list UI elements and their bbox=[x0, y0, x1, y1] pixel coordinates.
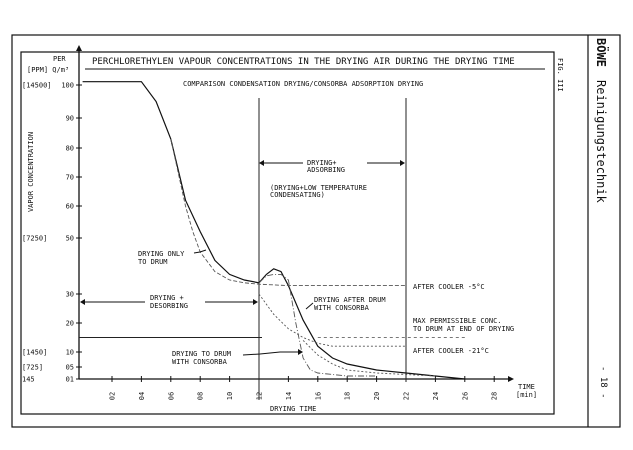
x-tick-label: 26 bbox=[461, 392, 469, 400]
annotation-drying-adsorbing-2: ADSORBING bbox=[307, 166, 345, 174]
y-tick-label: 05 bbox=[66, 364, 74, 372]
series-line-dashed bbox=[170, 138, 406, 287]
annotation-cooler-5: AFTER COOLER -5°C bbox=[413, 283, 485, 291]
x-axis-label: DRYING TIME bbox=[270, 405, 316, 413]
annotations: DRYING+ ADSORBING (DRYING+LOW TEMPERATUR… bbox=[80, 159, 514, 366]
y-unit-bottom: [PPM] Q/m³ bbox=[27, 66, 69, 74]
series-line-dotted bbox=[302, 340, 436, 377]
y-tick-label: 60 bbox=[66, 203, 74, 211]
annotation-max-permissible-2: TO DRUM AT END OF DRYING bbox=[413, 325, 514, 333]
arrowhead bbox=[253, 299, 258, 305]
plot-area: 100 90 80 70 60 50 30 20 10 05 01 [14500] [7250] [145… bbox=[22, 45, 514, 400]
annotation-to-drum-2: WITH CONSORBA bbox=[172, 358, 228, 366]
x-tick-label: 22 bbox=[403, 392, 411, 400]
y-unit-top: PER bbox=[53, 55, 66, 63]
series-line-dash-dot bbox=[258, 273, 377, 377]
y-axis-label: VAPOR CONCENTRATION bbox=[27, 132, 35, 212]
y-axis-arrow-icon bbox=[76, 45, 82, 51]
annotation-desorbing: DRYING + bbox=[150, 294, 184, 302]
page-number: - 18 - bbox=[598, 366, 608, 399]
annotation-only-drum: DRYING ONLY bbox=[138, 250, 185, 258]
y-ppm-label: [14500] bbox=[22, 82, 52, 90]
annotation-to-drum: DRYING TO DRUM bbox=[172, 350, 231, 358]
arrowhead bbox=[298, 349, 303, 355]
y-ppm-label: [1450] bbox=[22, 349, 47, 357]
x-tick-label: 24 bbox=[432, 392, 440, 400]
x-unit-top: TIME bbox=[518, 383, 535, 391]
inner-frame bbox=[20, 51, 555, 415]
x-tick-label: 04 bbox=[138, 392, 146, 400]
x-tick-label: 18 bbox=[344, 392, 352, 400]
annotation-low-temp: (DRYING+LOW TEMPERATURE bbox=[270, 184, 367, 192]
annotation-low-temp-2: CONDENSATING) bbox=[270, 191, 325, 199]
brand-subtitle: Reinigungstechnik bbox=[594, 80, 608, 204]
outer-frame bbox=[11, 34, 621, 428]
y-tick-label: 10 bbox=[66, 349, 74, 357]
y-ppm-label: 145 bbox=[22, 376, 35, 384]
y-tick-label: 01 bbox=[66, 376, 74, 384]
x-tick-label: 16 bbox=[314, 392, 322, 400]
brand-logo: BÖWE bbox=[594, 38, 609, 67]
x-tick-label: 02 bbox=[109, 392, 117, 400]
y-tick-label: 100 bbox=[61, 82, 74, 90]
annotation-cooler-21: AFTER COOLER -21°C bbox=[413, 347, 489, 355]
arrowhead bbox=[80, 299, 85, 305]
y-ppm-label: [7250] bbox=[22, 235, 47, 243]
figure-label: FIG. III bbox=[556, 58, 564, 92]
y-ppm-label: [725] bbox=[22, 364, 43, 372]
x-tick-label: 20 bbox=[373, 392, 381, 400]
x-tick-label: 14 bbox=[285, 392, 293, 400]
arrowhead bbox=[259, 160, 264, 166]
annotation-desorbing-2: DESORBING bbox=[150, 302, 188, 310]
annotation-max-permissible: MAX PERMISSIBLE CONC. bbox=[413, 317, 502, 325]
annotation-only-drum-2: TO DRUM bbox=[138, 258, 168, 266]
y-tick-label: 50 bbox=[66, 235, 74, 243]
annotation-after-drum-2: WITH CONSORBA bbox=[314, 304, 370, 312]
y-tick-label: 20 bbox=[66, 320, 74, 328]
series-line-solid bbox=[82, 81, 465, 380]
y-tick-label: 30 bbox=[66, 291, 74, 299]
arrowhead bbox=[400, 160, 405, 166]
x-tick-label: 10 bbox=[226, 392, 234, 400]
chart-subtitle: COMPARISON CONDENSATION DRYING/CONSORBA … bbox=[183, 80, 423, 88]
x-tick-label: 06 bbox=[167, 392, 175, 400]
x-axis-arrow-icon bbox=[508, 376, 514, 382]
annotation-drying-adsorbing: DRYING+ bbox=[307, 159, 337, 167]
y-tick-label: 90 bbox=[66, 115, 74, 123]
annotation-after-drum: DRYING AFTER DRUM bbox=[314, 296, 386, 304]
arrow-to-drum bbox=[242, 351, 300, 356]
y-tick-label: 80 bbox=[66, 145, 74, 153]
chart-title: PERCHLORETHYLEN VAPOUR CONCENTRATIONS IN… bbox=[92, 57, 515, 67]
x-tick-label: 08 bbox=[197, 392, 205, 400]
x-unit-bottom: [min] bbox=[516, 391, 537, 399]
y-tick-label: 70 bbox=[66, 174, 74, 182]
arrow-after-drum bbox=[305, 302, 314, 310]
x-tick-label: 28 bbox=[491, 392, 499, 400]
arrow-only-drum bbox=[193, 249, 207, 254]
